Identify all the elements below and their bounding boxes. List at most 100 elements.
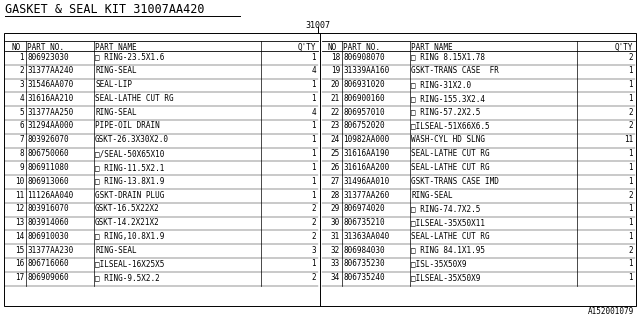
Text: Q'TY: Q'TY xyxy=(298,43,316,52)
Text: RING-SEAL: RING-SEAL xyxy=(95,108,136,117)
Bar xyxy=(4,33,636,306)
Text: 4: 4 xyxy=(19,94,24,103)
Text: 803916070: 803916070 xyxy=(27,204,68,213)
Text: □ RING-11.5X2.1: □ RING-11.5X2.1 xyxy=(95,163,164,172)
Text: 1: 1 xyxy=(312,163,316,172)
Text: 31616AA190: 31616AA190 xyxy=(343,149,389,158)
Text: GSKT-DRAIN PLUG: GSKT-DRAIN PLUG xyxy=(95,190,164,199)
Text: 806923030: 806923030 xyxy=(27,52,68,61)
Text: □ILSEAL-35X50X11: □ILSEAL-35X50X11 xyxy=(411,218,485,227)
Text: 3: 3 xyxy=(19,80,24,89)
Text: 10: 10 xyxy=(15,177,24,186)
Text: 31339AA160: 31339AA160 xyxy=(343,66,389,75)
Text: □ RING-9.5X2.2: □ RING-9.5X2.2 xyxy=(95,273,160,282)
Text: 1: 1 xyxy=(628,80,633,89)
Text: 3: 3 xyxy=(312,246,316,255)
Text: GSKT-14.2X21X2: GSKT-14.2X21X2 xyxy=(95,218,160,227)
Text: RING-SEAL: RING-SEAL xyxy=(95,66,136,75)
Text: 1: 1 xyxy=(312,190,316,199)
Text: 1: 1 xyxy=(628,66,633,75)
Text: 1: 1 xyxy=(628,149,633,158)
Text: GSKT-16.5X22X2: GSKT-16.5X22X2 xyxy=(95,204,160,213)
Text: 31377AA250: 31377AA250 xyxy=(27,108,73,117)
Text: 1: 1 xyxy=(312,94,316,103)
Text: 2: 2 xyxy=(628,246,633,255)
Text: SEAL-LIP: SEAL-LIP xyxy=(95,80,132,89)
Text: 2: 2 xyxy=(312,218,316,227)
Text: 806984030: 806984030 xyxy=(343,246,385,255)
Text: 1: 1 xyxy=(628,163,633,172)
Text: 11: 11 xyxy=(624,135,633,144)
Text: 13: 13 xyxy=(15,218,24,227)
Text: 29: 29 xyxy=(331,204,340,213)
Text: 31496AA010: 31496AA010 xyxy=(343,177,389,186)
Text: RING-SEAL: RING-SEAL xyxy=(95,246,136,255)
Text: 803926070: 803926070 xyxy=(27,135,68,144)
Text: 2: 2 xyxy=(628,52,633,61)
Text: SEAL-LATHE CUT RG: SEAL-LATHE CUT RG xyxy=(411,149,490,158)
Text: 806913060: 806913060 xyxy=(27,177,68,186)
Text: 32: 32 xyxy=(331,246,340,255)
Text: GSKT-26.3X30X2.0: GSKT-26.3X30X2.0 xyxy=(95,135,169,144)
Text: 5: 5 xyxy=(19,108,24,117)
Text: NO: NO xyxy=(12,43,20,52)
Text: 806750060: 806750060 xyxy=(27,149,68,158)
Text: SEAL-LATHE CUT RG: SEAL-LATHE CUT RG xyxy=(95,94,173,103)
Text: □/SEAL-50X65X10: □/SEAL-50X65X10 xyxy=(95,149,164,158)
Text: 7: 7 xyxy=(19,135,24,144)
Text: PIPE-OIL DRAIN: PIPE-OIL DRAIN xyxy=(95,122,160,131)
Text: 4: 4 xyxy=(312,108,316,117)
Text: 4: 4 xyxy=(312,66,316,75)
Text: 806909060: 806909060 xyxy=(27,273,68,282)
Text: □ RING,10.8X1.9: □ RING,10.8X1.9 xyxy=(95,232,164,241)
Text: 14: 14 xyxy=(15,232,24,241)
Text: 806911080: 806911080 xyxy=(27,163,68,172)
Text: 2: 2 xyxy=(628,122,633,131)
Text: 10982AA000: 10982AA000 xyxy=(343,135,389,144)
Text: 20: 20 xyxy=(331,80,340,89)
Text: 30: 30 xyxy=(331,218,340,227)
Text: 31377AA240: 31377AA240 xyxy=(27,66,73,75)
Text: 23: 23 xyxy=(331,122,340,131)
Text: 15: 15 xyxy=(15,246,24,255)
Text: □ RING-13.8X1.9: □ RING-13.8X1.9 xyxy=(95,177,164,186)
Text: 806735230: 806735230 xyxy=(343,260,385,268)
Text: 806957010: 806957010 xyxy=(343,108,385,117)
Text: 19: 19 xyxy=(331,66,340,75)
Text: NO: NO xyxy=(328,43,337,52)
Text: □ILSEAL-51X66X6.5: □ILSEAL-51X66X6.5 xyxy=(411,122,490,131)
Text: 28: 28 xyxy=(331,190,340,199)
Text: Q'TY: Q'TY xyxy=(614,43,633,52)
Text: SEAL-LATHE CUT RG: SEAL-LATHE CUT RG xyxy=(411,163,490,172)
Text: 31377AA230: 31377AA230 xyxy=(27,246,73,255)
Text: 1: 1 xyxy=(628,218,633,227)
Text: 1: 1 xyxy=(628,177,633,186)
Text: WASH-CYL HD SLNG: WASH-CYL HD SLNG xyxy=(411,135,485,144)
Text: 806752020: 806752020 xyxy=(343,122,385,131)
Text: 1: 1 xyxy=(312,122,316,131)
Text: 26: 26 xyxy=(331,163,340,172)
Text: PART NO.: PART NO. xyxy=(27,43,64,52)
Text: 1: 1 xyxy=(312,52,316,61)
Text: RING-SEAL: RING-SEAL xyxy=(411,190,452,199)
Text: 31377AA260: 31377AA260 xyxy=(343,190,389,199)
Text: A152001079: A152001079 xyxy=(588,307,634,316)
Text: 806716060: 806716060 xyxy=(27,260,68,268)
Text: 806974020: 806974020 xyxy=(343,204,385,213)
Text: 803914060: 803914060 xyxy=(27,218,68,227)
Text: 1: 1 xyxy=(312,135,316,144)
Text: 25: 25 xyxy=(331,149,340,158)
Text: 1: 1 xyxy=(628,260,633,268)
Text: GASKET & SEAL KIT 31007AA420: GASKET & SEAL KIT 31007AA420 xyxy=(5,3,205,16)
Text: 27: 27 xyxy=(331,177,340,186)
Text: 9: 9 xyxy=(19,163,24,172)
Text: 31616AA200: 31616AA200 xyxy=(343,163,389,172)
Text: 8: 8 xyxy=(19,149,24,158)
Text: 31616AA210: 31616AA210 xyxy=(27,94,73,103)
Text: 11: 11 xyxy=(15,190,24,199)
Text: 12: 12 xyxy=(15,204,24,213)
Text: 1: 1 xyxy=(628,232,633,241)
Text: □ RING-31X2.0: □ RING-31X2.0 xyxy=(411,80,471,89)
Text: 1: 1 xyxy=(628,94,633,103)
Text: □ RING-74.7X2.5: □ RING-74.7X2.5 xyxy=(411,204,481,213)
